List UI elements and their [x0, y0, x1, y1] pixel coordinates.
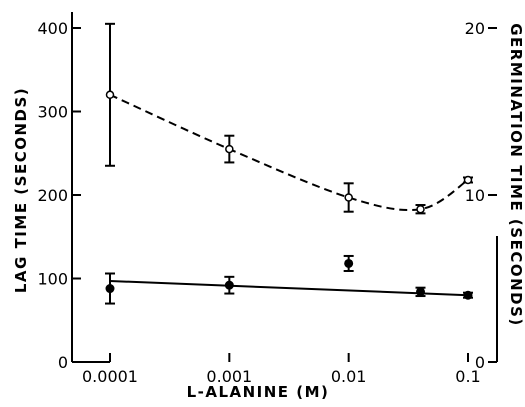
point-filled-2: [344, 258, 354, 268]
y-right-tick-label-10: 10: [465, 186, 485, 205]
y-left-tick-label-200: 200: [37, 186, 68, 205]
point-filled-1: [224, 280, 234, 290]
x-tick-label-0: 0.0001: [82, 367, 138, 386]
point-filled-0: [105, 284, 115, 294]
x-tick-label-1: 0.001: [206, 367, 252, 386]
y-axis-label-left: LAG TIME (SECONDS): [12, 87, 30, 293]
x-axis-label: L-ALANINE (M): [187, 383, 330, 401]
point-open-4: [463, 175, 473, 185]
point-filled-4: [463, 290, 473, 300]
y-axis-label-right: GERMINATION TIME (SECONDS): [507, 23, 525, 327]
x-tick-label-3: 0.1: [455, 367, 480, 386]
point-open-0: [105, 90, 115, 100]
y-right-tick-label-0: 0: [475, 353, 485, 372]
y-left-tick-label-400: 400: [37, 19, 68, 38]
series: [105, 22, 473, 305]
point-open-2: [344, 193, 353, 202]
y-right-tick-label-20: 20: [465, 19, 485, 38]
point-open-1: [225, 144, 234, 154]
y-left-tick-label-100: 100: [37, 270, 68, 289]
series-open-curve: [109, 93, 469, 212]
y-left-tick-label-300: 300: [37, 103, 68, 122]
x-tick-label-2: 0.01: [331, 367, 367, 386]
point-open-3: [416, 204, 425, 214]
ticks: [72, 27, 497, 363]
series-filled-fit-line: [109, 280, 469, 297]
point-filled-3: [416, 287, 426, 297]
y-left-tick-label-0: 0: [58, 353, 68, 372]
